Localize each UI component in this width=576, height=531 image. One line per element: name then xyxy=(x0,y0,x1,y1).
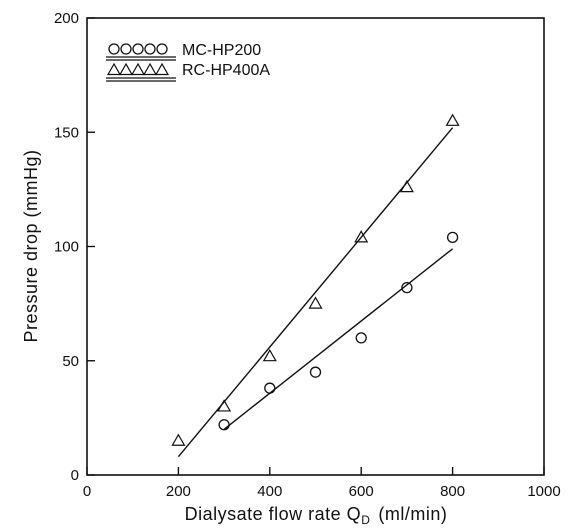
legend-marker-circle xyxy=(120,43,132,55)
y-tick-label: 50 xyxy=(62,353,79,370)
y-axis: 0 50 100 150 200 xyxy=(54,10,95,484)
legend-marker-circle xyxy=(108,43,120,55)
plot-frame xyxy=(86,17,545,476)
y-tick-label: 150 xyxy=(54,124,79,141)
data-point-rc-hp400a xyxy=(399,179,414,193)
data-point-rc-hp400a xyxy=(354,230,369,243)
legend-marker-triangle xyxy=(118,62,134,76)
data-point-rc-hp400a xyxy=(217,399,232,412)
x-axis-title-unit: (ml/min) xyxy=(378,504,447,524)
x-tick-label: 1000 xyxy=(527,483,560,500)
data-point-rc-hp400a xyxy=(445,113,460,126)
fit-line-mc-hp200 xyxy=(223,248,454,430)
legend-symbol-rc-hp400a xyxy=(106,62,176,82)
data-point-mc-hp200 xyxy=(309,366,322,378)
legend-marker-triangle xyxy=(106,62,122,76)
x-tick-label: 0 xyxy=(83,483,91,500)
legend-label-mc-hp200: MC-HP200 xyxy=(182,42,261,59)
x-axis-title-main: Dialysate flow rate Q xyxy=(185,504,362,524)
x-axis-title: Dialysate flow rate QD (ml/min) xyxy=(185,504,448,527)
data-point-mc-hp200 xyxy=(264,382,276,394)
data-point-rc-hp400a xyxy=(262,348,277,362)
data-point-mc-hp200 xyxy=(218,419,230,431)
x-tick-label: 600 xyxy=(349,483,374,500)
y-tick-label: 100 xyxy=(54,239,79,256)
legend: MC-HP200 RC-HP400A xyxy=(106,42,270,82)
data-point-rc-hp400a xyxy=(171,433,186,446)
fit-lines xyxy=(177,127,454,458)
legend-marker-triangle xyxy=(142,62,158,76)
legend-marker-triangle xyxy=(130,62,146,76)
data-point-mc-hp200 xyxy=(446,231,459,244)
x-tick-label: 200 xyxy=(166,483,191,500)
x-tick-label: 800 xyxy=(440,483,465,500)
legend-symbol-mc-hp200 xyxy=(106,43,176,61)
fit-line-rc-hp400a xyxy=(177,127,454,458)
x-axis: 0 200 400 600 800 1000 xyxy=(83,467,561,500)
legend-marker-triangle xyxy=(154,62,170,76)
x-tick-label: 400 xyxy=(257,483,282,500)
legend-marker-circle xyxy=(144,43,156,55)
y-tick-label: 200 xyxy=(54,10,79,27)
data-markers xyxy=(171,113,460,446)
legend-marker-circle xyxy=(156,43,168,55)
legend-marker-circle xyxy=(132,43,144,55)
legend-label-rc-hp400a: RC-HP400A xyxy=(182,62,270,79)
data-point-mc-hp200 xyxy=(355,332,367,344)
y-axis-title: Pressure drop (mmHg) xyxy=(21,149,41,342)
data-point-rc-hp400a xyxy=(308,296,323,309)
y-tick-label: 0 xyxy=(71,467,79,484)
x-axis-title-subscript: D xyxy=(361,513,370,527)
data-point-mc-hp200 xyxy=(401,281,413,294)
